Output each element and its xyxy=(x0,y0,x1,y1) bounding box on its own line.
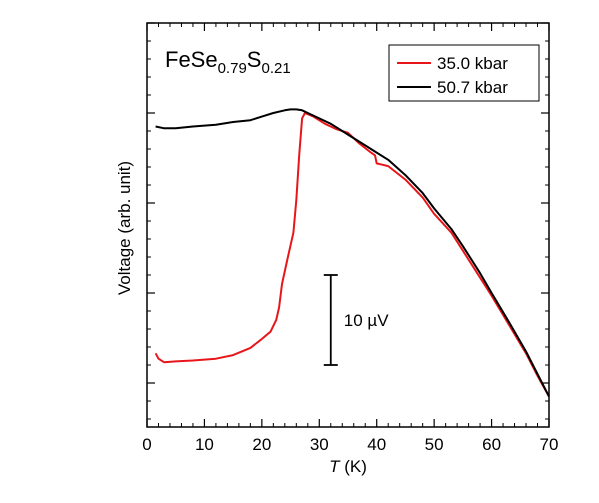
x-tick-label: 10 xyxy=(195,435,214,454)
x-tick-label: 60 xyxy=(482,435,501,454)
legend-label-1: 50.7 kbar xyxy=(437,78,508,97)
annotation-text: FeSe xyxy=(165,47,218,72)
x-tick-label: 40 xyxy=(367,435,386,454)
x-axis-label-var: T xyxy=(329,457,341,476)
y-axis-label: Voltage (arb. unit) xyxy=(115,161,134,295)
series-line-1 xyxy=(155,108,550,397)
scale-bar: 10 µV xyxy=(323,274,389,366)
scale-bar-label: 10 µV xyxy=(344,311,389,330)
compound-annotation: FeSe0.79S0.21 xyxy=(165,47,291,77)
x-tick-label: 50 xyxy=(425,435,444,454)
x-tick-label: 30 xyxy=(310,435,329,454)
x-axis-label: T (K) xyxy=(329,457,367,476)
annotation-subscript: 0.21 xyxy=(261,60,290,77)
series-layer xyxy=(154,108,550,397)
annotation-subscript: 0.79 xyxy=(218,60,247,77)
annotation-text: S xyxy=(247,47,262,72)
series-line-0 xyxy=(154,112,550,397)
plot-frame xyxy=(146,22,550,428)
legend-label-0: 35.0 kbar xyxy=(437,54,508,73)
legend: 35.0 kbar 50.7 kbar xyxy=(388,44,540,102)
x-tick-label: 20 xyxy=(252,435,271,454)
x-tick-label: 70 xyxy=(540,435,559,454)
x-axis-label-unit: (K) xyxy=(340,457,367,476)
x-tick-label: 0 xyxy=(142,435,151,454)
legend-box xyxy=(388,44,540,102)
